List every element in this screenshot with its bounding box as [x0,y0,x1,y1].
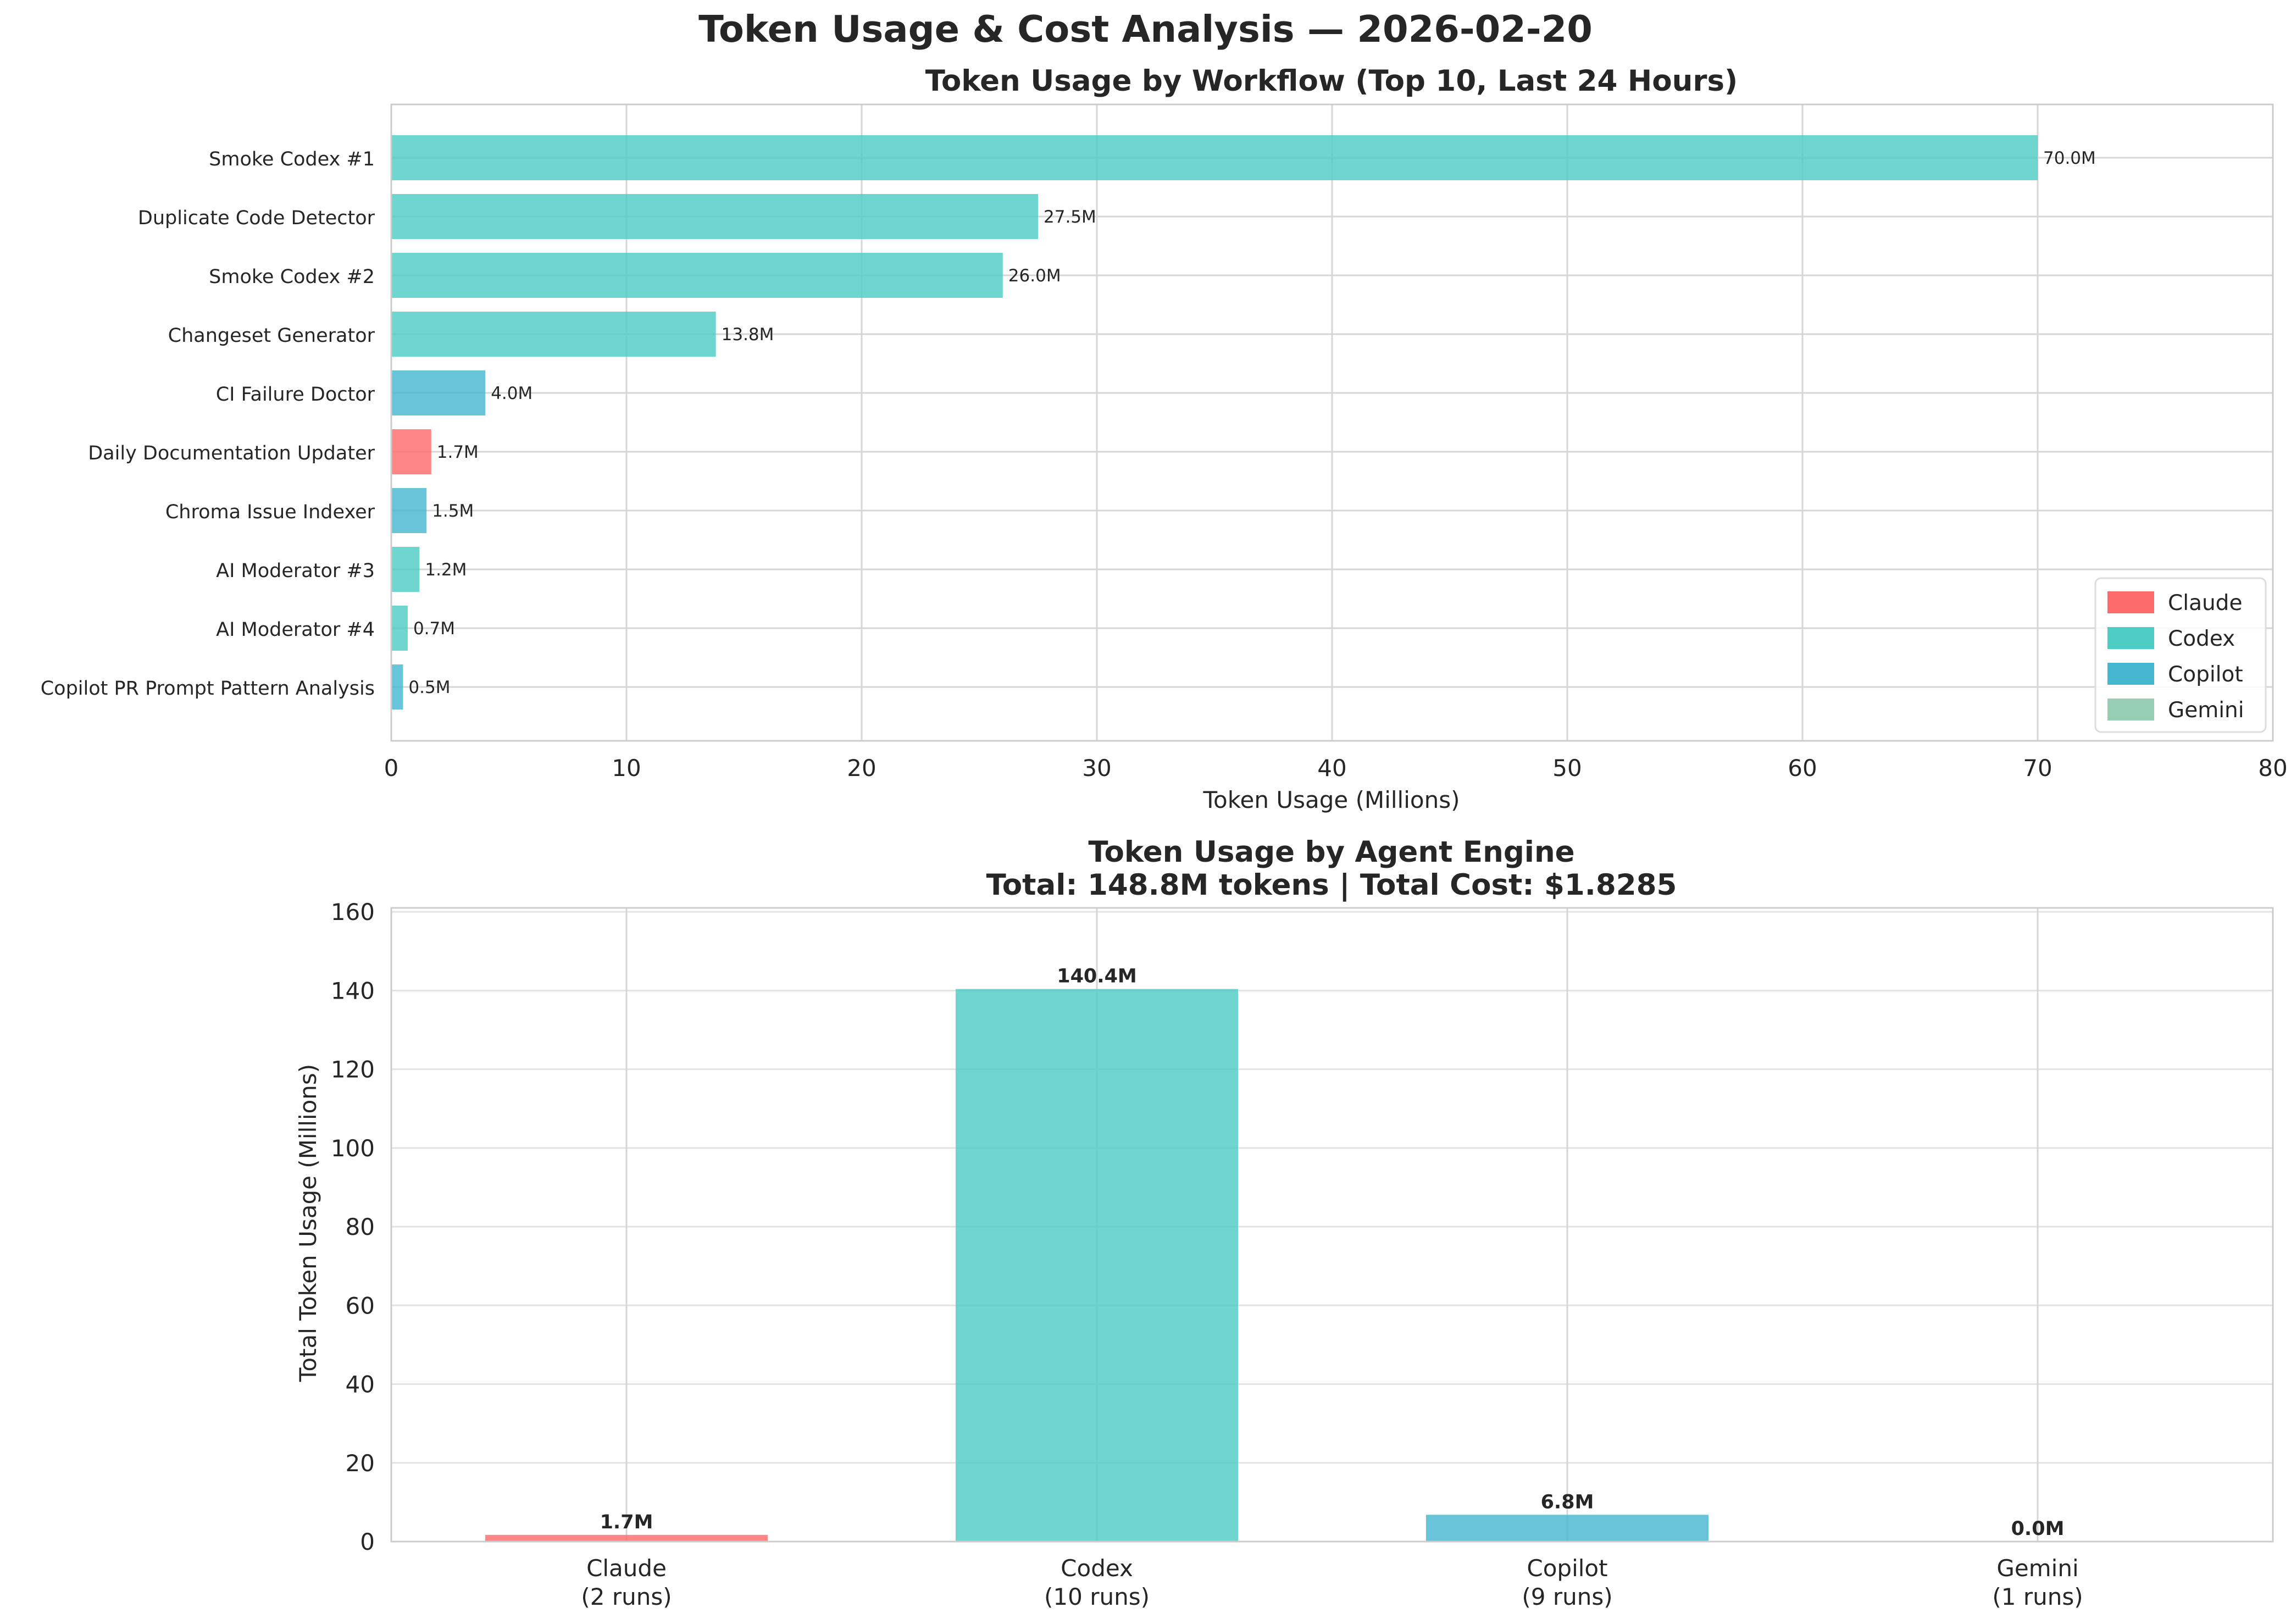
y-tick-label: 160 [331,899,375,925]
data-label: 140.4M [1057,966,1137,988]
y-tick-label: 20 [346,1450,375,1477]
legend-swatch-codex [2107,627,2154,649]
x-tick-label: Claude [586,1555,667,1582]
y-tick-label: 100 [331,1135,375,1162]
y-tick-label: 120 [331,1056,375,1083]
x-tick-label: 10 [612,755,641,781]
workflow-chart-x-axis-label: Token Usage (Millions) [1203,786,1460,813]
x-tick-note: (9 runs) [1522,1583,1612,1610]
data-label: 1.2M [425,560,467,580]
x-tick-label: 40 [1317,755,1346,781]
engine-chart-data-labels: 1.7M 140.4M 6.8M 0.0M [600,966,2065,1540]
bar-claude [485,1534,768,1542]
workflow-chart-legend: Claude Codex Copilot Gemini [2094,577,2267,733]
y-tick-label: 60 [346,1292,375,1319]
bar-daily-documentation-updater [391,429,431,474]
workflow-chart-y-tick-labels: Smoke Codex #1 Duplicate Code Detector Smo… [41,148,375,700]
x-tick-note: (10 runs) [1044,1583,1150,1610]
y-tick-label: 140 [331,977,375,1004]
engine-chart-subtitle: Total: 148.8M tokens | Total Cost: $1.82… [986,868,1677,902]
engine-chart-grid [391,908,2273,1543]
bar-copilot-pr-prompt-pattern-analysis [391,664,403,710]
x-tick-label: Codex [1061,1555,1133,1582]
engine-chart-frame [390,907,2274,1543]
workflow-chart-x-tick-labels: 0 10 20 30 40 50 60 70 80 [384,755,2288,781]
y-tick-label: Smoke Codex #2 [209,266,375,288]
x-tick-note: (2 runs) [581,1583,672,1610]
y-tick-label: Chroma Issue Indexer [165,501,375,523]
x-tick-label: 30 [1082,755,1111,781]
legend-box [2094,577,2267,733]
data-label: 26.0M [1008,266,1061,286]
y-tick-label: Copilot PR Prompt Pattern Analysis [41,678,375,700]
x-tick-label: 0 [384,755,399,781]
bar-smoke-codex-1 [391,135,2038,180]
data-label: 27.5M [1044,207,1096,227]
bar-ai-moderator-4 [391,606,408,651]
y-tick-label: AI Moderator #3 [216,560,375,582]
data-label: 1.7M [600,1511,653,1533]
data-label: 70.0M [2043,148,2096,168]
data-label: 6.8M [1541,1491,1594,1513]
data-label: 4.0M [491,384,532,403]
x-tick-label: Copilot [1527,1555,1607,1582]
engine-chart-y-tick-labels: 0 20 40 60 80 100 120 140 160 [331,899,375,1555]
bar-copilot [1426,1515,1708,1542]
x-tick-label: 20 [847,755,876,781]
bar-duplicate-code-detector [391,194,1038,239]
y-tick-label: 40 [346,1371,375,1398]
data-label: 0.5M [408,678,450,697]
workflow-chart-grid [390,104,2274,741]
legend-swatch-copilot [2107,663,2154,685]
plot-frame [390,907,2274,1543]
workflow-chart-title: Token Usage by Workflow (Top 10, Last 24… [925,64,1738,98]
engine-chart-x-tick-labels: Claude(2 runs) Codex(10 runs) Copilot(9 ru… [581,1555,2083,1610]
x-tick-label: 60 [1788,755,1817,781]
bar-codex [956,989,1238,1542]
workflow-chart-bars [391,135,2038,710]
y-tick-label: 0 [360,1528,375,1555]
x-tick-note: (1 runs) [1992,1583,2083,1610]
x-tick-label: 50 [1552,755,1582,781]
workflow-chart-data-labels: 70.0M 27.5M 26.0M 13.8M 4.0M 1.7M 1.5M 1.2M 0.7M… [408,148,2095,697]
y-tick-label: 80 [346,1213,375,1240]
engine-chart-y-axis-label: Total Token Usage (Millions) [295,1064,321,1382]
legend-label-claude: Claude [2168,591,2242,616]
bar-ci-failure-doctor [391,370,486,415]
data-label: 1.7M [437,442,479,462]
bar-changeset-generator [391,312,716,357]
y-tick-label: Smoke Codex #1 [209,148,375,170]
y-tick-label: Duplicate Code Detector [138,207,375,229]
bar-ai-moderator-3 [391,547,420,592]
x-tick-label: 70 [2023,755,2052,781]
legend-label-codex: Codex [2168,627,2235,651]
figure-title: Token Usage & Cost Analysis — 2026-02-20 [698,8,1593,51]
engine-chart-bars [485,989,1708,1542]
data-label: 0.7M [413,619,455,639]
y-tick-label: AI Moderator #4 [216,619,375,641]
x-tick-label: 80 [2258,755,2287,781]
legend-swatch-claude [2107,591,2154,613]
y-tick-label: Changeset Generator [168,325,375,347]
legend-label-copilot: Copilot [2168,662,2243,687]
y-tick-label: Daily Documentation Updater [88,442,375,464]
y-tick-label: CI Failure Doctor [216,384,375,406]
engine-chart-title: Token Usage by Agent Engine [1088,835,1574,869]
data-label: 1.5M [432,501,474,521]
workflow-chart-frame [390,103,2274,742]
bar-chroma-issue-indexer [391,488,427,533]
data-label: 0.0M [2011,1518,2065,1540]
x-tick-label: Gemini [1996,1555,2078,1582]
plot-frame [390,103,2274,742]
bar-smoke-codex-2 [391,253,1003,298]
data-label: 13.8M [722,325,774,345]
legend-swatch-gemini [2107,699,2154,720]
legend-label-gemini: Gemini [2168,698,2244,723]
